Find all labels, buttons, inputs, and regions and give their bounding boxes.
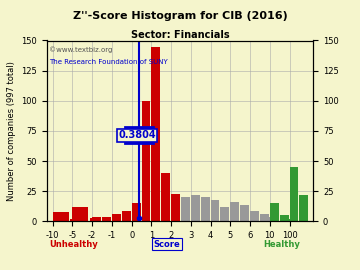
- Bar: [102, 217, 111, 221]
- Text: Score: Score: [153, 240, 180, 249]
- Bar: [220, 207, 229, 221]
- Bar: [181, 197, 190, 221]
- Bar: [191, 195, 200, 221]
- Bar: [112, 214, 121, 221]
- Bar: [250, 211, 259, 221]
- Text: Z''-Score Histogram for CIB (2016): Z''-Score Histogram for CIB (2016): [73, 11, 287, 21]
- Bar: [90, 218, 98, 221]
- Bar: [152, 46, 160, 221]
- Bar: [260, 214, 269, 221]
- Bar: [132, 203, 140, 221]
- Text: 0.3804: 0.3804: [118, 130, 156, 140]
- Bar: [230, 202, 239, 221]
- Bar: [71, 219, 78, 221]
- Bar: [284, 218, 287, 221]
- Text: ©www.textbiz.org: ©www.textbiz.org: [49, 46, 113, 53]
- Text: Healthy: Healthy: [263, 240, 300, 249]
- Bar: [289, 167, 298, 221]
- Bar: [53, 212, 68, 221]
- Bar: [161, 173, 170, 221]
- Bar: [240, 204, 249, 221]
- Bar: [270, 203, 279, 221]
- Bar: [287, 219, 289, 221]
- Bar: [266, 217, 270, 221]
- Text: The Research Foundation of SUNY: The Research Foundation of SUNY: [49, 59, 168, 65]
- Bar: [122, 211, 131, 221]
- Bar: [280, 215, 288, 221]
- Bar: [171, 194, 180, 221]
- Bar: [300, 195, 308, 221]
- Bar: [92, 217, 101, 221]
- Y-axis label: Number of companies (997 total): Number of companies (997 total): [7, 61, 16, 201]
- Bar: [72, 207, 88, 221]
- Text: Unhealthy: Unhealthy: [49, 240, 98, 249]
- Bar: [201, 197, 210, 221]
- Text: Sector: Financials: Sector: Financials: [131, 30, 229, 40]
- Bar: [211, 200, 220, 221]
- Bar: [141, 101, 150, 221]
